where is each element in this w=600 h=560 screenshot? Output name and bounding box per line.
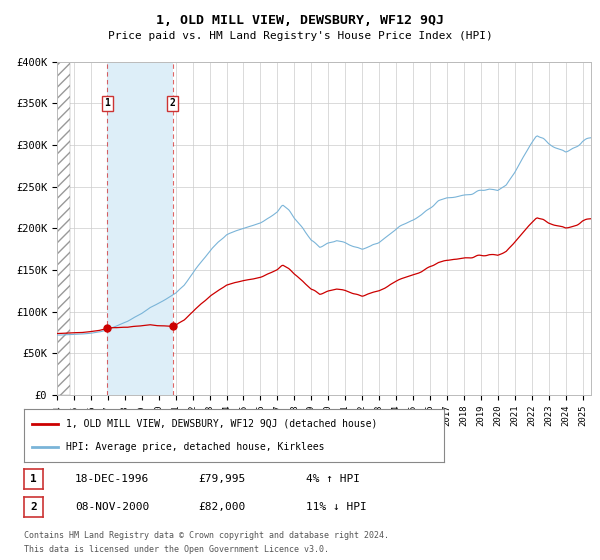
Text: Contains HM Land Registry data © Crown copyright and database right 2024.: Contains HM Land Registry data © Crown c… xyxy=(24,531,389,540)
Text: 1: 1 xyxy=(30,474,37,484)
Text: Price paid vs. HM Land Registry's House Price Index (HPI): Price paid vs. HM Land Registry's House … xyxy=(107,31,493,41)
Text: 11% ↓ HPI: 11% ↓ HPI xyxy=(306,502,367,512)
Text: 18-DEC-1996: 18-DEC-1996 xyxy=(75,474,149,484)
Text: This data is licensed under the Open Government Licence v3.0.: This data is licensed under the Open Gov… xyxy=(24,545,329,554)
Text: £82,000: £82,000 xyxy=(198,502,245,512)
Text: 2: 2 xyxy=(30,502,37,512)
Text: 08-NOV-2000: 08-NOV-2000 xyxy=(75,502,149,512)
Text: 1, OLD MILL VIEW, DEWSBURY, WF12 9QJ: 1, OLD MILL VIEW, DEWSBURY, WF12 9QJ xyxy=(156,14,444,27)
Bar xyxy=(107,62,173,395)
Text: 4% ↑ HPI: 4% ↑ HPI xyxy=(306,474,360,484)
Text: 1: 1 xyxy=(104,98,110,108)
Text: 1, OLD MILL VIEW, DEWSBURY, WF12 9QJ (detached house): 1, OLD MILL VIEW, DEWSBURY, WF12 9QJ (de… xyxy=(66,419,377,429)
Text: HPI: Average price, detached house, Kirklees: HPI: Average price, detached house, Kirk… xyxy=(66,442,325,452)
Text: 2: 2 xyxy=(170,98,176,108)
Text: £79,995: £79,995 xyxy=(198,474,245,484)
Bar xyxy=(57,62,70,395)
